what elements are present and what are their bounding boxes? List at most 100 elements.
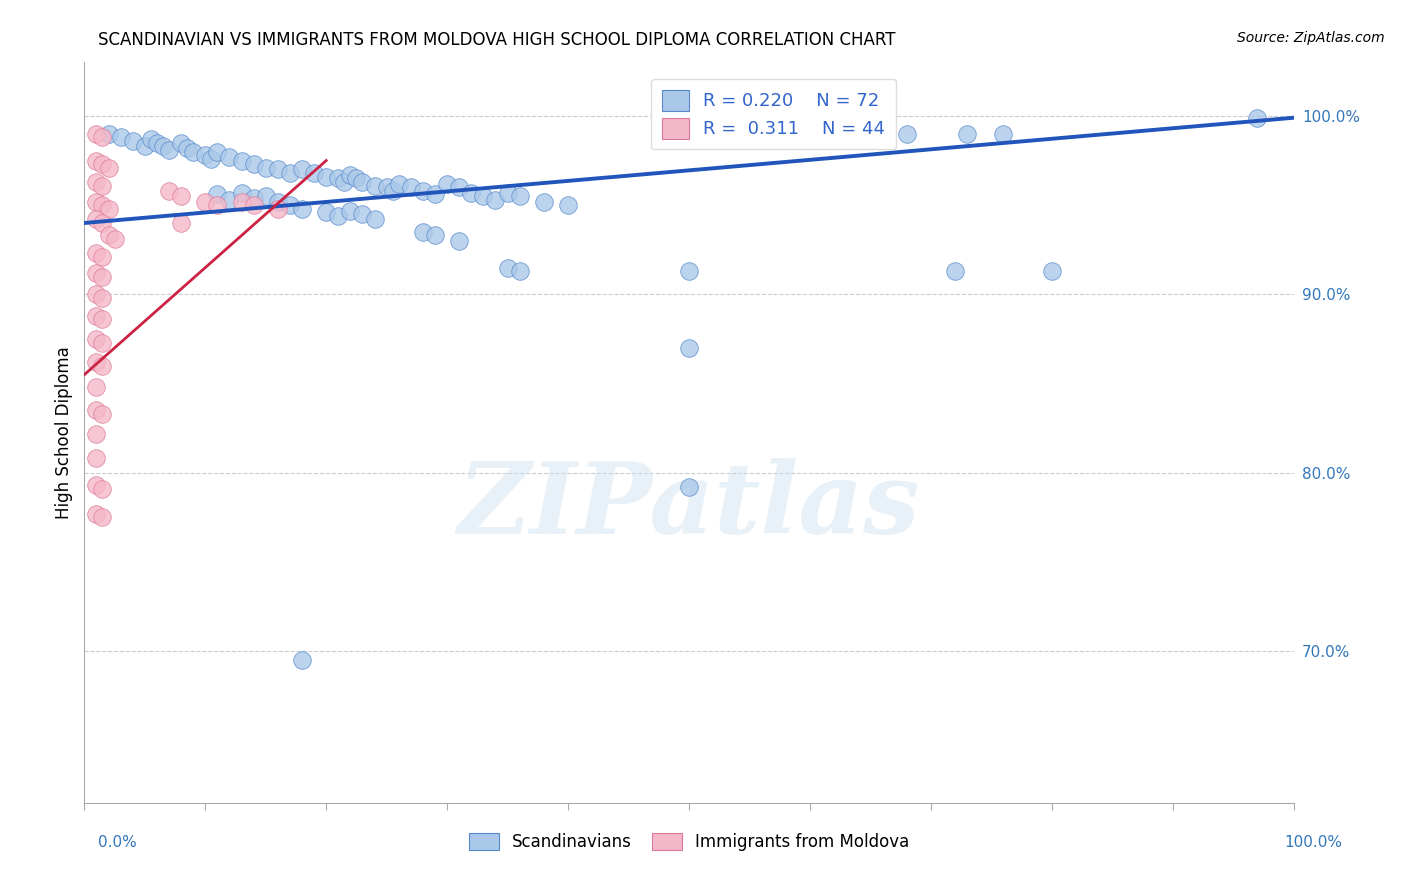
Point bbox=[993, 127, 1015, 141]
Point bbox=[242, 157, 264, 171]
Point bbox=[943, 264, 966, 278]
Point bbox=[678, 264, 700, 278]
Point bbox=[207, 187, 229, 202]
Point bbox=[91, 510, 114, 524]
Point bbox=[423, 187, 446, 202]
Point bbox=[91, 157, 114, 171]
Point bbox=[363, 178, 385, 193]
Point bbox=[200, 152, 222, 166]
Point bbox=[97, 228, 120, 243]
Point bbox=[412, 225, 434, 239]
Point bbox=[291, 162, 314, 177]
Point bbox=[352, 175, 374, 189]
Point bbox=[315, 205, 337, 219]
Point bbox=[557, 198, 579, 212]
Point bbox=[509, 264, 531, 278]
Point bbox=[859, 127, 882, 141]
Point bbox=[278, 166, 301, 180]
Point bbox=[1040, 264, 1063, 278]
Point bbox=[194, 194, 217, 209]
Point bbox=[399, 180, 422, 194]
Point bbox=[381, 184, 404, 198]
Point bbox=[956, 127, 979, 141]
Point bbox=[86, 309, 108, 323]
Point bbox=[231, 153, 253, 168]
Point bbox=[207, 145, 229, 159]
Point bbox=[328, 171, 350, 186]
Point bbox=[91, 130, 114, 145]
Point bbox=[104, 232, 127, 246]
Point bbox=[449, 180, 471, 194]
Point bbox=[496, 260, 519, 275]
Point bbox=[254, 161, 277, 175]
Point bbox=[170, 216, 193, 230]
Point bbox=[91, 250, 114, 264]
Point bbox=[242, 191, 264, 205]
Point bbox=[91, 291, 114, 305]
Point bbox=[91, 178, 114, 193]
Point bbox=[496, 186, 519, 200]
Point bbox=[91, 407, 114, 421]
Point bbox=[86, 380, 108, 394]
Point bbox=[436, 177, 458, 191]
Point bbox=[97, 161, 120, 175]
Text: 100.0%: 100.0% bbox=[1285, 836, 1343, 850]
Point bbox=[121, 134, 143, 148]
Point bbox=[86, 212, 108, 227]
Point bbox=[267, 202, 290, 216]
Point bbox=[86, 451, 108, 466]
Point bbox=[267, 162, 290, 177]
Point bbox=[181, 145, 204, 159]
Point bbox=[218, 150, 240, 164]
Point bbox=[86, 403, 108, 417]
Text: Source: ZipAtlas.com: Source: ZipAtlas.com bbox=[1237, 31, 1385, 45]
Point bbox=[412, 184, 434, 198]
Point bbox=[97, 127, 120, 141]
Point bbox=[91, 216, 114, 230]
Point bbox=[170, 189, 193, 203]
Point bbox=[328, 209, 350, 223]
Point bbox=[302, 166, 325, 180]
Point bbox=[86, 478, 108, 492]
Point bbox=[91, 198, 114, 212]
Point bbox=[170, 136, 193, 150]
Point bbox=[484, 193, 506, 207]
Point bbox=[315, 169, 337, 184]
Point bbox=[339, 168, 361, 182]
Point bbox=[86, 332, 108, 346]
Point bbox=[388, 177, 411, 191]
Point bbox=[291, 202, 314, 216]
Point bbox=[86, 194, 108, 209]
Point bbox=[86, 426, 108, 441]
Point bbox=[346, 171, 368, 186]
Point bbox=[134, 139, 156, 153]
Point bbox=[86, 246, 108, 260]
Text: ZIPatlas: ZIPatlas bbox=[458, 458, 920, 555]
Point bbox=[460, 186, 482, 200]
Point bbox=[86, 355, 108, 369]
Point bbox=[91, 482, 114, 496]
Point bbox=[231, 186, 253, 200]
Point bbox=[254, 189, 277, 203]
Point bbox=[1246, 111, 1268, 125]
Point bbox=[207, 198, 229, 212]
Point bbox=[375, 180, 398, 194]
Point bbox=[91, 312, 114, 326]
Point bbox=[472, 189, 495, 203]
Point bbox=[678, 341, 700, 355]
Point bbox=[896, 127, 918, 141]
Point bbox=[146, 136, 169, 150]
Point bbox=[91, 269, 114, 284]
Point bbox=[363, 212, 385, 227]
Point bbox=[333, 175, 356, 189]
Point bbox=[91, 359, 114, 373]
Point bbox=[291, 653, 314, 667]
Point bbox=[267, 194, 290, 209]
Point bbox=[157, 184, 180, 198]
Point bbox=[242, 198, 264, 212]
Point bbox=[423, 228, 446, 243]
Point bbox=[110, 130, 132, 145]
Legend: Scandinavians, Immigrants from Moldova: Scandinavians, Immigrants from Moldova bbox=[463, 826, 915, 857]
Point bbox=[86, 266, 108, 280]
Text: SCANDINAVIAN VS IMMIGRANTS FROM MOLDOVA HIGH SCHOOL DIPLOMA CORRELATION CHART: SCANDINAVIAN VS IMMIGRANTS FROM MOLDOVA … bbox=[98, 31, 896, 49]
